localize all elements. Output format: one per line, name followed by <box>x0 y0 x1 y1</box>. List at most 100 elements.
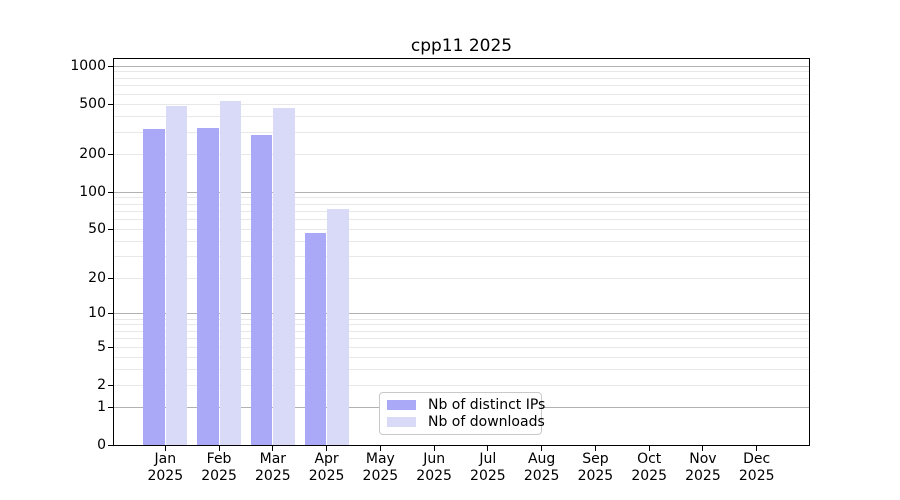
x-tick-year: 2025 <box>470 468 506 484</box>
y-tick-mark <box>108 384 113 386</box>
x-tick-mark <box>379 446 381 451</box>
gridline-minor <box>113 356 810 358</box>
y-tick-label: 100 <box>79 183 106 200</box>
gridline-major <box>113 65 810 67</box>
x-tick-month: Jul <box>479 451 497 467</box>
x-tick-month: Nov <box>689 451 717 467</box>
y-tick-mark <box>108 229 113 231</box>
x-tick-month: Apr <box>314 451 339 467</box>
gridline-minor <box>113 85 810 87</box>
legend-item-distinct-ips: Nb of distinct IPs <box>387 396 545 413</box>
x-tick-year: 2025 <box>255 468 291 484</box>
legend-label-distinct-ips: Nb of distinct IPs <box>428 396 546 413</box>
x-tick-mark <box>594 446 596 451</box>
x-tick-label: Jul 2025 <box>456 451 520 485</box>
gridline-minor <box>113 93 810 95</box>
gridline-minor <box>113 346 810 348</box>
x-tick-year: 2025 <box>147 468 184 484</box>
y-tick-mark <box>108 406 113 408</box>
bar-downloads <box>327 209 349 446</box>
x-tick-year: 2025 <box>308 468 345 484</box>
x-tick-mark <box>164 446 166 451</box>
bar-distinct-ips <box>143 128 165 446</box>
y-tick-mark <box>108 313 113 315</box>
gridline-minor <box>113 318 810 320</box>
x-tick-year: 2025 <box>362 468 399 484</box>
x-tick-mark <box>756 446 758 451</box>
x-tick-year: 2025 <box>201 468 237 484</box>
x-tick-year: 2025 <box>685 468 721 484</box>
legend-swatch-downloads <box>387 416 416 427</box>
gridline-major <box>113 313 810 315</box>
x-tick-month: Aug <box>527 451 556 467</box>
x-tick-mark <box>487 446 489 451</box>
x-tick-mark <box>541 446 543 451</box>
y-tick-label: 200 <box>79 145 106 162</box>
plot-area <box>113 58 810 446</box>
x-tick-month: Feb <box>206 451 232 467</box>
y-tick-label: 2 <box>97 376 106 393</box>
y-tick-mark <box>108 445 113 446</box>
y-tick-label: 500 <box>79 95 106 112</box>
gridline-minor <box>113 324 810 326</box>
gridline-minor <box>113 103 810 105</box>
gridline-minor <box>113 256 810 258</box>
x-tick-label: Oct 2025 <box>617 451 681 485</box>
bar-downloads <box>219 101 242 446</box>
bar-downloads <box>273 107 295 446</box>
x-tick-label: Aug 2025 <box>510 451 574 485</box>
y-tick-mark <box>108 153 113 155</box>
gridline-minor <box>113 384 810 386</box>
y-tick-label: 10 <box>88 305 106 322</box>
x-tick-mark <box>433 446 435 451</box>
x-tick-label: Dec 2025 <box>725 451 789 485</box>
y-tick-label: 0 <box>97 437 106 453</box>
x-tick-mark <box>326 446 328 451</box>
x-tick-month: Jun <box>423 451 446 467</box>
y-tick-mark <box>108 103 113 105</box>
x-tick-year: 2025 <box>416 468 452 484</box>
y-tick-label: 1 <box>97 398 106 415</box>
legend-swatch-distinct-ips <box>387 399 416 410</box>
x-tick-mark <box>218 446 220 451</box>
gridline-minor <box>113 338 810 340</box>
x-tick-mark <box>702 446 704 451</box>
y-tick-mark <box>108 191 113 193</box>
gridline-minor <box>113 153 810 155</box>
x-tick-year: 2025 <box>523 468 560 484</box>
x-tick-month: Dec <box>743 451 771 467</box>
bar-distinct-ips <box>197 127 219 446</box>
gridline-minor <box>113 197 810 199</box>
x-tick-month: Jan <box>154 451 177 467</box>
x-tick-label: Apr 2025 <box>295 451 359 485</box>
x-tick-year: 2025 <box>577 468 614 484</box>
gridline-minor <box>113 277 810 279</box>
chart-title: cpp11 2025 <box>410 36 513 56</box>
bar-downloads <box>165 106 188 446</box>
legend-item-downloads: Nb of downloads <box>387 413 545 430</box>
x-tick-label: Nov 2025 <box>671 451 735 485</box>
x-tick-month: May <box>365 451 395 467</box>
x-tick-year: 2025 <box>738 468 775 484</box>
x-tick-mark <box>648 446 650 451</box>
y-tick-label: 50 <box>88 221 106 238</box>
x-tick-month: Sep <box>582 451 609 467</box>
gridline-minor <box>113 131 810 133</box>
gridline-minor <box>113 77 810 79</box>
x-tick-month: Oct <box>637 451 662 467</box>
x-tick-label: Sep 2025 <box>563 451 627 485</box>
gridline-minor <box>113 368 810 370</box>
gridline-minor <box>113 229 810 231</box>
y-tick-mark <box>108 346 113 348</box>
gridline-minor <box>113 210 810 212</box>
gridline-minor <box>113 330 810 332</box>
gridline-minor <box>113 219 810 221</box>
y-tick-label: 1000 <box>70 57 106 74</box>
x-tick-label: Jun 2025 <box>402 451 466 485</box>
bar-distinct-ips <box>304 232 327 446</box>
x-tick-label: Jan 2025 <box>133 451 197 485</box>
gridline-minor <box>113 71 810 73</box>
x-tick-label: Mar 2025 <box>241 451 305 485</box>
x-tick-mark <box>272 446 274 451</box>
